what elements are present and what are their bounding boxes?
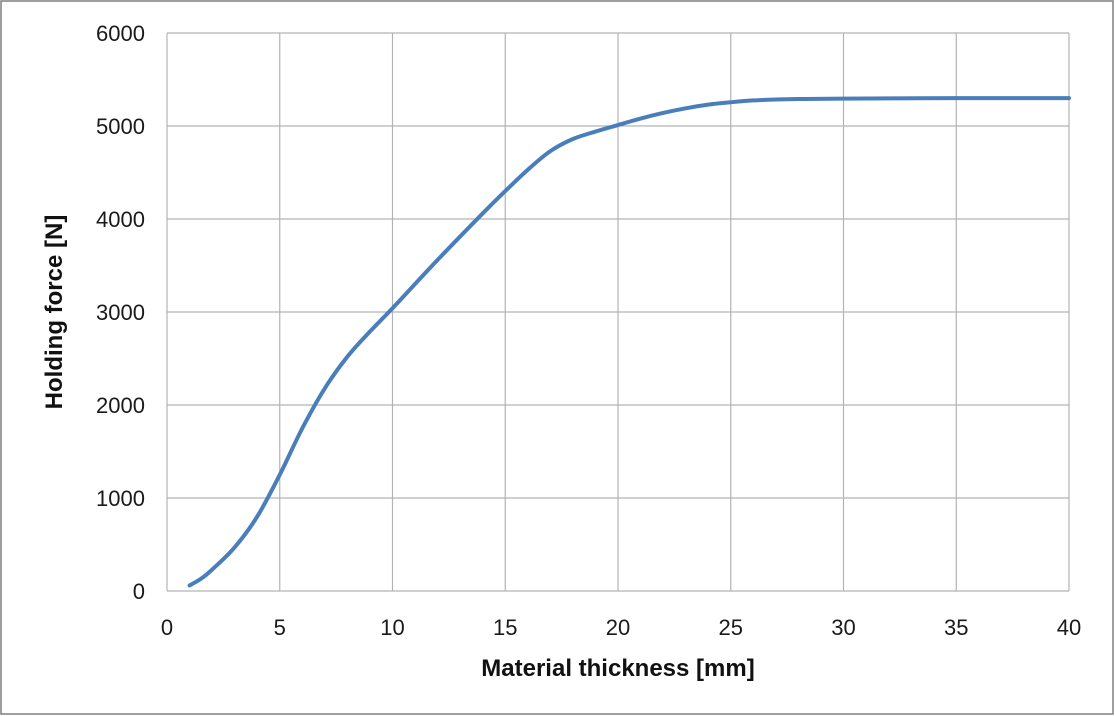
x-tick-label: 0 [161, 615, 173, 640]
x-tick-label: 5 [274, 615, 286, 640]
y-tick-label: 5000 [96, 114, 145, 139]
x-tick-label: 15 [493, 615, 517, 640]
y-tick-label: 2000 [96, 393, 145, 418]
x-tick-label: 35 [944, 615, 968, 640]
x-tick-label: 10 [380, 615, 404, 640]
y-tick-label: 3000 [96, 300, 145, 325]
x-tick-label: 30 [831, 615, 855, 640]
x-axis-title: Material thickness [mm] [481, 655, 754, 682]
y-axis-ticks: 0 1000 2000 3000 4000 5000 6000 [96, 21, 145, 604]
y-tick-label: 1000 [96, 486, 145, 511]
y-tick-label: 6000 [96, 21, 145, 46]
y-axis-title: Holding force [N] [41, 215, 68, 410]
series-layer [187, 96, 1071, 588]
x-tick-label: 25 [719, 615, 743, 640]
y-tick-label: 4000 [96, 207, 145, 232]
grid-lines [166, 32, 1070, 592]
y-tick-label: 0 [133, 579, 145, 604]
x-tick-label: 40 [1057, 615, 1081, 640]
series-line [187, 96, 1071, 588]
x-axis-ticks: 0 5 10 15 20 25 30 35 40 [161, 615, 1081, 640]
x-tick-label: 20 [606, 615, 630, 640]
